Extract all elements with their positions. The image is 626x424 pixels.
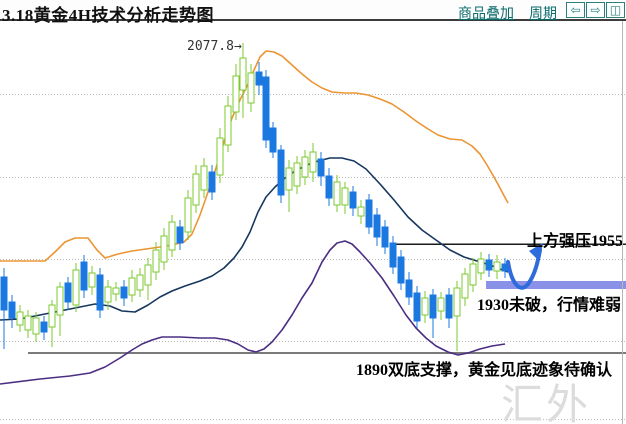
split-window-icon: ◫ [609,3,622,17]
left-arrow-icon: ⇦ [570,3,581,17]
scroll-right-button[interactable]: ⇨ [586,2,605,18]
period-link[interactable]: 周期 [529,7,557,22]
chart-title: 3.18黄金4H技术分析走势图 [2,6,214,25]
split-window-button[interactable]: ◫ [606,2,625,18]
right-arrow-icon: ⇨ [590,3,601,17]
commodity-overlay-link[interactable]: 商品叠加 [458,7,514,22]
scroll-left-button[interactable]: ⇦ [566,2,585,18]
chart-right-frame [622,21,623,424]
header-buttons: ⇦ ⇨ ◫ [566,2,625,18]
header-bar: 3.18黄金4H技术分析走势图 商品叠加 周期 ⇦ ⇨ ◫ [0,0,626,25]
